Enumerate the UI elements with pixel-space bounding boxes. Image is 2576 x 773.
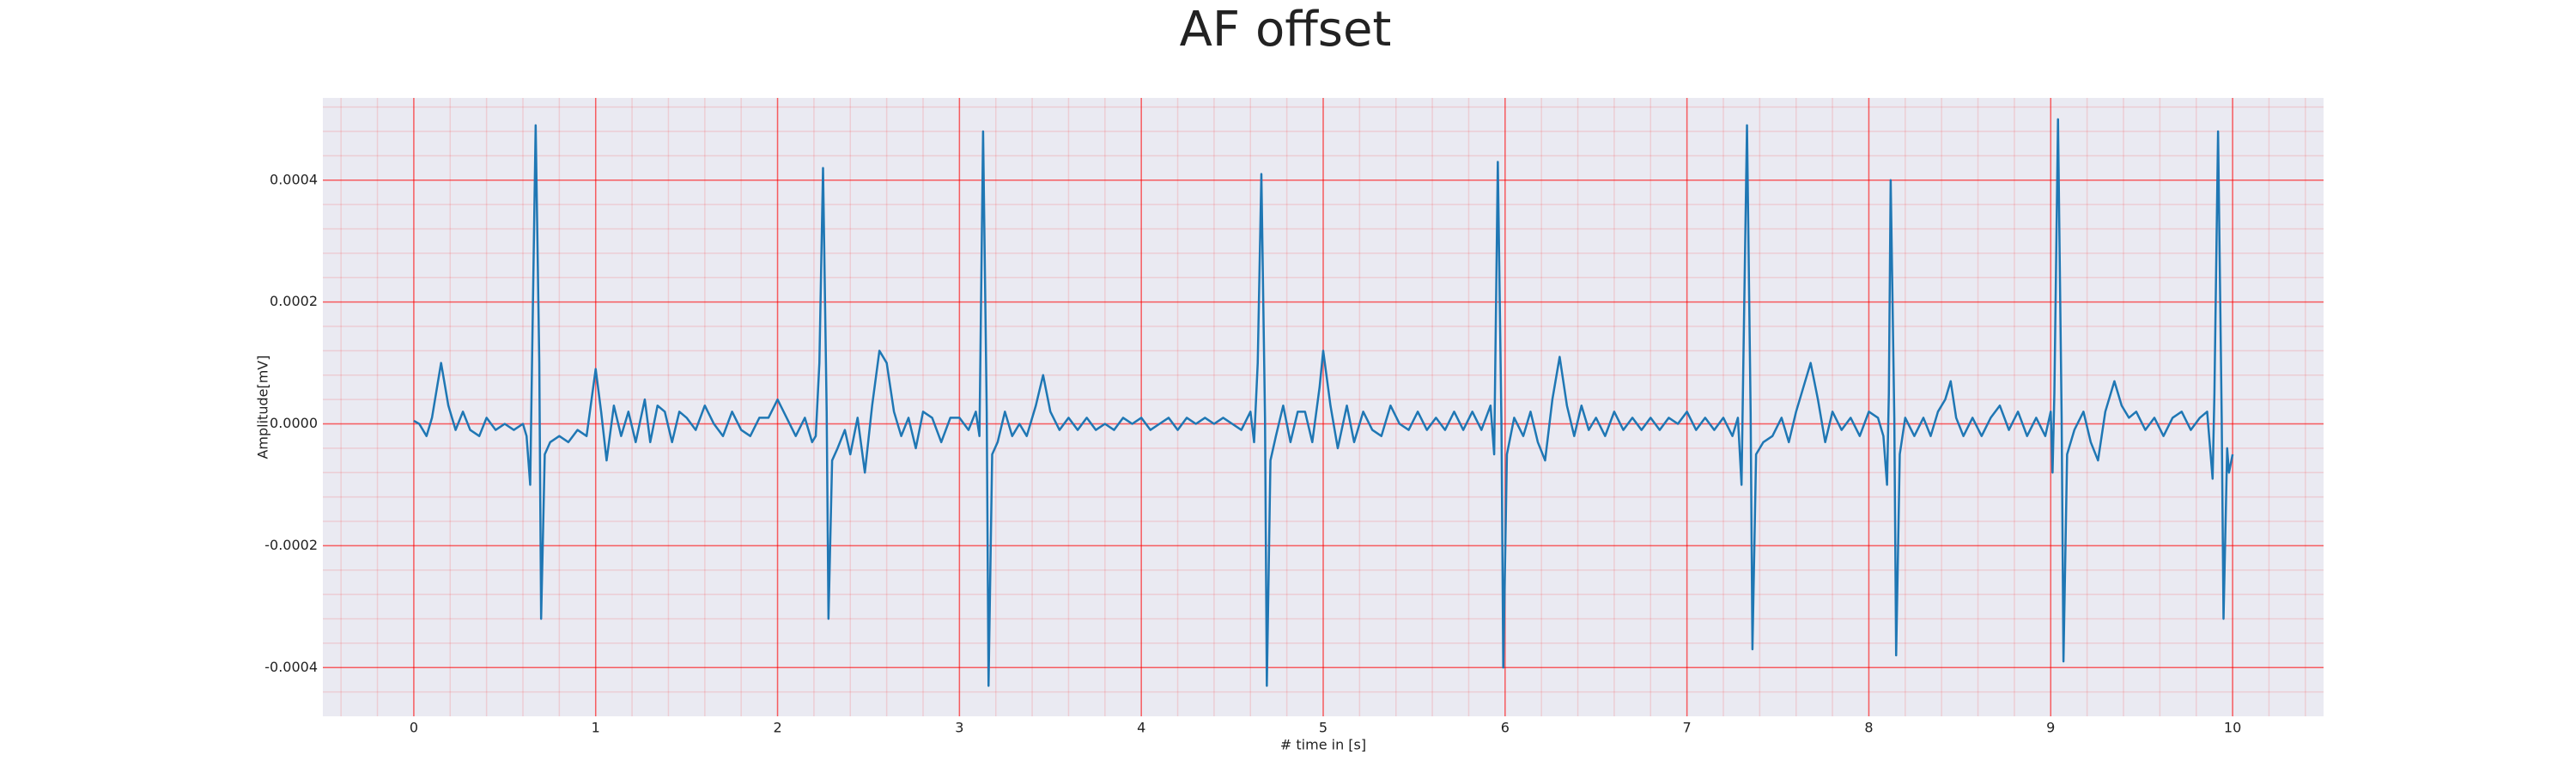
x-tick-label: 7 <box>1683 720 1692 736</box>
y-tick-label: 0.0000 <box>270 415 318 431</box>
x-tick-label: 9 <box>2046 720 2055 736</box>
x-tick-label: 8 <box>1864 720 1873 736</box>
y-tick-label: -0.0002 <box>264 537 318 553</box>
x-tick-label: 10 <box>2224 720 2241 736</box>
x-tick-label: 1 <box>592 720 600 736</box>
y-tick-label: 0.0002 <box>270 293 318 309</box>
x-tick-label: 3 <box>955 720 963 736</box>
y-axis-label: Amplitude[mV] <box>255 355 271 459</box>
x-tick-label: 0 <box>410 720 418 736</box>
x-tick-label: 5 <box>1319 720 1327 736</box>
ecg-line <box>413 118 2234 687</box>
y-tick-label: -0.0004 <box>264 659 318 675</box>
y-tick-label: 0.0004 <box>270 171 318 187</box>
x-tick-label: 2 <box>773 720 781 736</box>
x-axis-label: # time in [s] <box>1280 737 1366 753</box>
chart-title: AF offset <box>1180 2 1392 58</box>
x-tick-label: 6 <box>1501 720 1510 736</box>
x-tick-label: 4 <box>1137 720 1145 736</box>
